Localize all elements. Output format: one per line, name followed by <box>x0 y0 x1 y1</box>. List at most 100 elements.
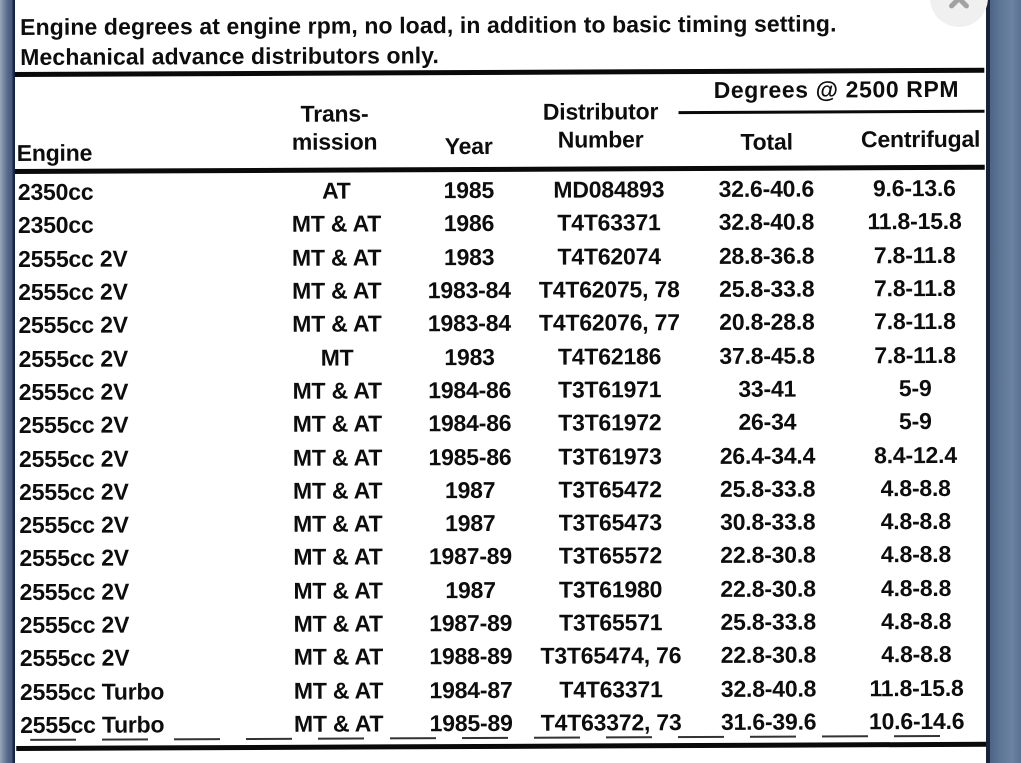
close-icon <box>947 0 971 10</box>
cell-year: 1984-87 <box>429 676 513 703</box>
table-row: 2555cc Turbo MT & AT 1984-87 T4T63371 32… <box>16 671 987 709</box>
table-body: 2350cc AT 1985 MD084893 32.6-40.6 9.6-13… <box>14 172 987 742</box>
cell-transmission: MT & AT <box>291 244 382 271</box>
cell-total-degrees: 30.8-33.8 <box>720 508 816 536</box>
cell-total-degrees: 32.8-40.8 <box>718 208 815 236</box>
cell-engine: 2555cc 2V <box>19 478 129 505</box>
degrees-group-underline <box>678 109 985 115</box>
cell-distributor-number: T3T65473 <box>558 509 662 536</box>
timing-spec-table: 2350cc AT 1985 MD084893 32.6-40.6 9.6-13… <box>14 172 987 742</box>
cell-distributor-number: T4T63372, 73 <box>540 708 682 736</box>
cell-centrifugal-degrees: 7.8-11.8 <box>874 308 956 335</box>
cell-total-degrees: 26.4-34.4 <box>719 442 816 469</box>
cell-engine: 2350cc <box>17 212 94 239</box>
cell-year: 1988-89 <box>429 643 513 670</box>
cell-total-degrees: 25.8-33.8 <box>720 608 816 635</box>
cell-transmission: MT & AT <box>292 443 383 471</box>
cell-year: 1983 <box>443 243 495 270</box>
cell-year: 1986 <box>443 210 495 237</box>
table-row: 2555cc 2V MT & AT 1985-86 T3T61973 26.4-… <box>15 438 986 476</box>
cell-distributor-number: MD084893 <box>553 176 665 203</box>
cell-year: 1983-84 <box>427 310 511 337</box>
cell-total-degrees: 22.8-30.8 <box>720 641 817 669</box>
cell-transmission: MT & AT <box>293 643 384 671</box>
table-row: 2555cc 2V MT & AT 1988-89 T3T65474, 76 2… <box>16 638 987 676</box>
table-row: 2555cc 2V MT & AT 1984-86 T3T61971 33-41… <box>15 372 986 410</box>
cell-centrifugal-degrees: 11.8-15.8 <box>869 674 964 701</box>
cell-year: 1985-89 <box>429 709 513 737</box>
cell-engine: 2555cc 2V <box>18 345 129 372</box>
cell-engine: 2555cc 2V <box>18 245 128 272</box>
cell-transmission: MT & AT <box>292 410 383 438</box>
cell-total-degrees: 32.6-40.6 <box>718 175 815 203</box>
cell-centrifugal-degrees: 4.8-8.8 <box>881 607 952 635</box>
table-row: 2555cc 2V MT & AT 1987 T3T65473 30.8-33.… <box>15 505 986 543</box>
cell-distributor-number: T3T61972 <box>558 409 662 436</box>
cell-centrifugal-degrees: 7.8-11.8 <box>873 241 956 268</box>
cell-engine: 2555cc 2V <box>18 278 128 306</box>
table-row: 2555cc 2V MT & AT 1987 T3T61980 22.8-30.… <box>16 571 987 609</box>
cell-centrifugal-degrees: 5-9 <box>898 374 932 402</box>
table-row: 2555cc 2V MT & AT 1984-86 T3T61972 26-34… <box>15 405 986 443</box>
cell-distributor-number: T4T62074 <box>557 242 661 270</box>
table-row: 2555cc 2V MT & AT 1983-84 T4T62075, 78 2… <box>14 272 985 310</box>
cell-distributor-number: T3T65472 <box>558 475 662 503</box>
cell-year: 1987 <box>444 476 496 503</box>
document-page: Engine degrees at engine rpm, no load, i… <box>13 0 988 763</box>
cell-transmission: AT <box>321 177 351 204</box>
cell-year: 1983 <box>444 343 495 370</box>
cell-distributor-number: T3T61980 <box>558 575 663 603</box>
cell-transmission: MT & AT <box>292 310 382 338</box>
cell-total-degrees: 37.8-45.8 <box>719 342 815 369</box>
cell-centrifugal-degrees: 8.4-12.4 <box>874 441 957 468</box>
table-bottom-rule <box>16 741 988 751</box>
cell-engine: 2350cc <box>17 178 94 206</box>
cell-year: 1985 <box>443 177 495 204</box>
viewer-right-border <box>986 0 1021 763</box>
title-line-1: Engine degrees at engine rpm, no load, i… <box>20 10 837 40</box>
cell-transmission: MT <box>320 344 354 371</box>
cell-centrifugal-degrees: 11.8-15.8 <box>867 208 962 235</box>
table-row: 2555cc 2V MT & AT 1987-89 T3T65571 25.8-… <box>16 605 987 643</box>
cell-total-degrees: 25.8-33.8 <box>719 475 816 502</box>
page-content: Engine degrees at engine rpm, no load, i… <box>13 0 988 763</box>
cell-total-degrees: 26-34 <box>738 408 797 436</box>
cell-year: 1987 <box>445 576 496 603</box>
column-header-centrifugal: Centrifugal <box>860 125 981 153</box>
cell-total-degrees: 22.8-30.8 <box>720 575 816 602</box>
cell-transmission: MT & AT <box>292 277 382 304</box>
cell-engine: 2555cc 2V <box>18 378 129 405</box>
column-group-header-degrees: Degrees @ 2500 RPM <box>713 75 960 103</box>
cell-distributor-number: T3T61973 <box>558 442 662 470</box>
cell-total-degrees: 28.8-36.8 <box>718 242 815 269</box>
table-row: 2555cc 2V MT & AT 1983-84 T4T62076, 77 2… <box>14 305 985 343</box>
cell-centrifugal-degrees: 9.6-13.6 <box>872 175 956 202</box>
cell-year: 1987-89 <box>429 609 513 637</box>
cell-transmission: MT & AT <box>291 210 382 238</box>
table-row: 2350cc MT & AT 1986 T4T63371 32.8-40.8 1… <box>14 205 985 243</box>
cell-transmission: MT & AT <box>293 676 384 704</box>
column-header-transmission: Trans- mission <box>291 100 378 155</box>
cell-engine: 2555cc 2V <box>18 445 129 472</box>
cell-total-degrees: 33-41 <box>738 375 797 402</box>
table-row: 2555cc 2V MT & AT 1987-89 T3T65572 22.8-… <box>15 538 986 576</box>
cell-transmission: MT & AT <box>292 477 383 504</box>
cell-distributor-number: T3T65474, 76 <box>540 642 682 670</box>
cell-year: 1987-89 <box>428 543 512 570</box>
cell-distributor-number: T4T62076, 77 <box>538 309 680 337</box>
cell-distributor-number: T3T65572 <box>558 542 663 570</box>
cell-year: 1983-84 <box>427 276 511 304</box>
cell-engine: 2555cc 2V <box>18 411 129 439</box>
cell-transmission: MT & AT <box>293 577 383 604</box>
cell-engine: 2555cc Turbo <box>20 711 165 738</box>
cell-total-degrees: 31.6-39.6 <box>720 708 817 735</box>
title-line-2: Mechanical advance distributors only. <box>20 42 439 70</box>
cell-year: 1984-86 <box>428 410 512 437</box>
cell-year: 1985-86 <box>428 443 512 470</box>
cell-distributor-number: T4T63371 <box>557 209 661 237</box>
cell-engine: 2555cc 2V <box>19 644 130 672</box>
table-row: 2555cc 2V MT 1983 T4T62186 37.8-45.8 7.8… <box>14 338 985 376</box>
column-header-distributor-number: Distributor Number <box>542 98 659 153</box>
column-header-total: Total <box>740 128 793 155</box>
